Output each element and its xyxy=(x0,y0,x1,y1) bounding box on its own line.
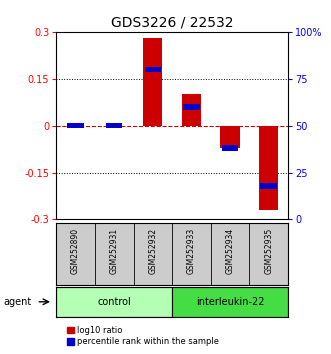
Text: control: control xyxy=(97,297,131,307)
Text: agent: agent xyxy=(3,297,31,307)
Bar xyxy=(220,126,240,148)
Bar xyxy=(259,126,278,210)
Text: interleukin-22: interleukin-22 xyxy=(196,297,264,307)
Text: GSM252934: GSM252934 xyxy=(225,228,235,274)
Bar xyxy=(106,123,122,129)
Text: GSM252932: GSM252932 xyxy=(148,228,157,274)
Bar xyxy=(68,123,84,129)
Title: GDS3226 / 22532: GDS3226 / 22532 xyxy=(111,15,233,29)
Text: GSM252931: GSM252931 xyxy=(110,228,119,274)
Bar xyxy=(56,287,172,317)
Legend: log10 ratio, percentile rank within the sample: log10 ratio, percentile rank within the … xyxy=(67,326,219,346)
Text: GSM252890: GSM252890 xyxy=(71,228,80,274)
Bar xyxy=(183,104,200,110)
Bar xyxy=(222,145,238,151)
Bar xyxy=(143,38,163,126)
Bar xyxy=(260,183,277,189)
Text: GSM252935: GSM252935 xyxy=(264,228,273,274)
Text: GSM252933: GSM252933 xyxy=(187,228,196,274)
Bar xyxy=(145,67,161,72)
Bar xyxy=(182,95,201,126)
Bar xyxy=(172,287,288,317)
